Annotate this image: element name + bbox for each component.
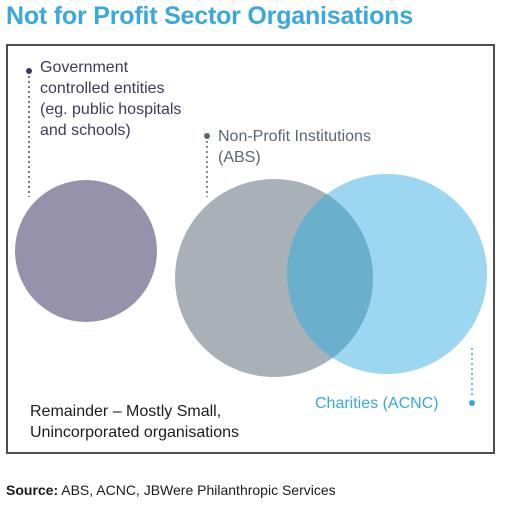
diagram-title: Not for Profit Sector Organisations bbox=[6, 2, 413, 30]
government-label-line: (eg. public hospitals bbox=[40, 101, 182, 118]
charities-leader-line bbox=[469, 348, 475, 406]
government-label-line: Government bbox=[40, 59, 129, 76]
government-label: Government controlled entities (eg. publ… bbox=[40, 57, 181, 141]
charities-label: Charities (ACNC) bbox=[315, 395, 439, 412]
source-note: Source: ABS, ACNC, JBWere Philanthropic … bbox=[6, 482, 336, 498]
npi-label-line: Non-Profit Institutions bbox=[218, 128, 371, 145]
source-text: ABS, ACNC, JBWere Philanthropic Services bbox=[58, 482, 336, 498]
government-label-line: controlled entities bbox=[40, 80, 165, 97]
remainder-label-line: Remainder – Mostly Small, bbox=[30, 403, 222, 420]
npi-label-line: (ABS) bbox=[218, 149, 261, 166]
government-circle bbox=[15, 180, 157, 322]
remainder-label: Remainder – Mostly Small, Unincorporated… bbox=[30, 401, 239, 443]
overlap-region bbox=[287, 179, 373, 374]
government-label-line: and schools) bbox=[40, 122, 131, 139]
diagram-frame bbox=[6, 44, 495, 454]
remainder-label-line: Unincorporated organisations bbox=[30, 424, 240, 441]
npi-label: Non-Profit Institutions (ABS) bbox=[218, 126, 371, 168]
npi-leader-line bbox=[204, 133, 210, 197]
government-leader-line bbox=[26, 68, 32, 197]
source-prefix: Source: bbox=[6, 482, 59, 498]
